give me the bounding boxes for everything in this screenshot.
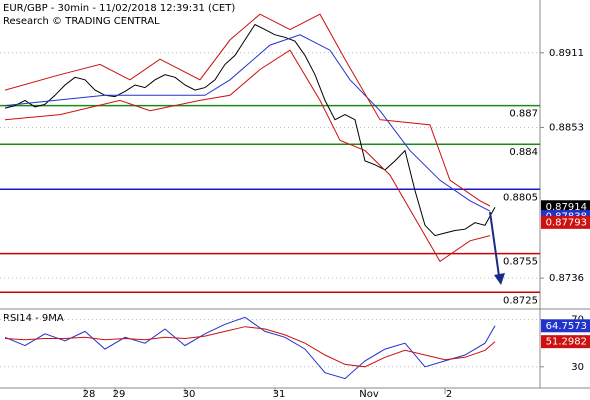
series-line	[4, 34, 491, 212]
x-tick-label: 29	[113, 389, 126, 400]
series-line	[4, 49, 491, 263]
level-label: 0.8725	[503, 295, 538, 306]
series-line	[4, 316, 496, 380]
x-tick-label: Nov	[359, 389, 379, 400]
chart-subtitle: Research © TRADING CENTRAL	[3, 16, 160, 27]
price-badge-label: 0.87793	[546, 217, 587, 228]
price-badge	[541, 215, 590, 229]
forecast-arrowhead	[494, 273, 505, 285]
series-line	[4, 13, 491, 207]
price-badge-label: 0.87914	[546, 202, 587, 213]
y-tick-label: 0.8736	[549, 273, 584, 284]
y-tick-label: 30	[571, 362, 584, 373]
y-tick-label: 0.8853	[549, 122, 584, 133]
price-badge	[541, 319, 590, 333]
level-label: 0.884	[509, 147, 538, 158]
x-tick-label: 31	[273, 389, 286, 400]
y-tick-label: 0.8911	[549, 48, 584, 59]
x-tick-label: 28	[83, 389, 96, 400]
price-badge-label: 64.7573	[546, 321, 587, 332]
rsi-title: RSI14 - 9MA	[3, 313, 64, 324]
level-label: 0.887	[509, 109, 538, 120]
x-tick-label: 2	[446, 389, 452, 400]
price-badge-label: 51.2982	[546, 337, 587, 348]
level-label: 0.8755	[503, 257, 538, 268]
forecast-arrow	[489, 211, 500, 277]
x-tick-label: 30	[183, 389, 196, 400]
chart-title: EUR/GBP - 30min - 11/02/2018 12:39:31 (C…	[3, 3, 235, 14]
price-badge	[541, 200, 590, 214]
series-line	[4, 23, 496, 237]
price-badge	[541, 335, 590, 349]
series-line	[4, 326, 496, 368]
level-label: 0.8805	[503, 192, 538, 203]
